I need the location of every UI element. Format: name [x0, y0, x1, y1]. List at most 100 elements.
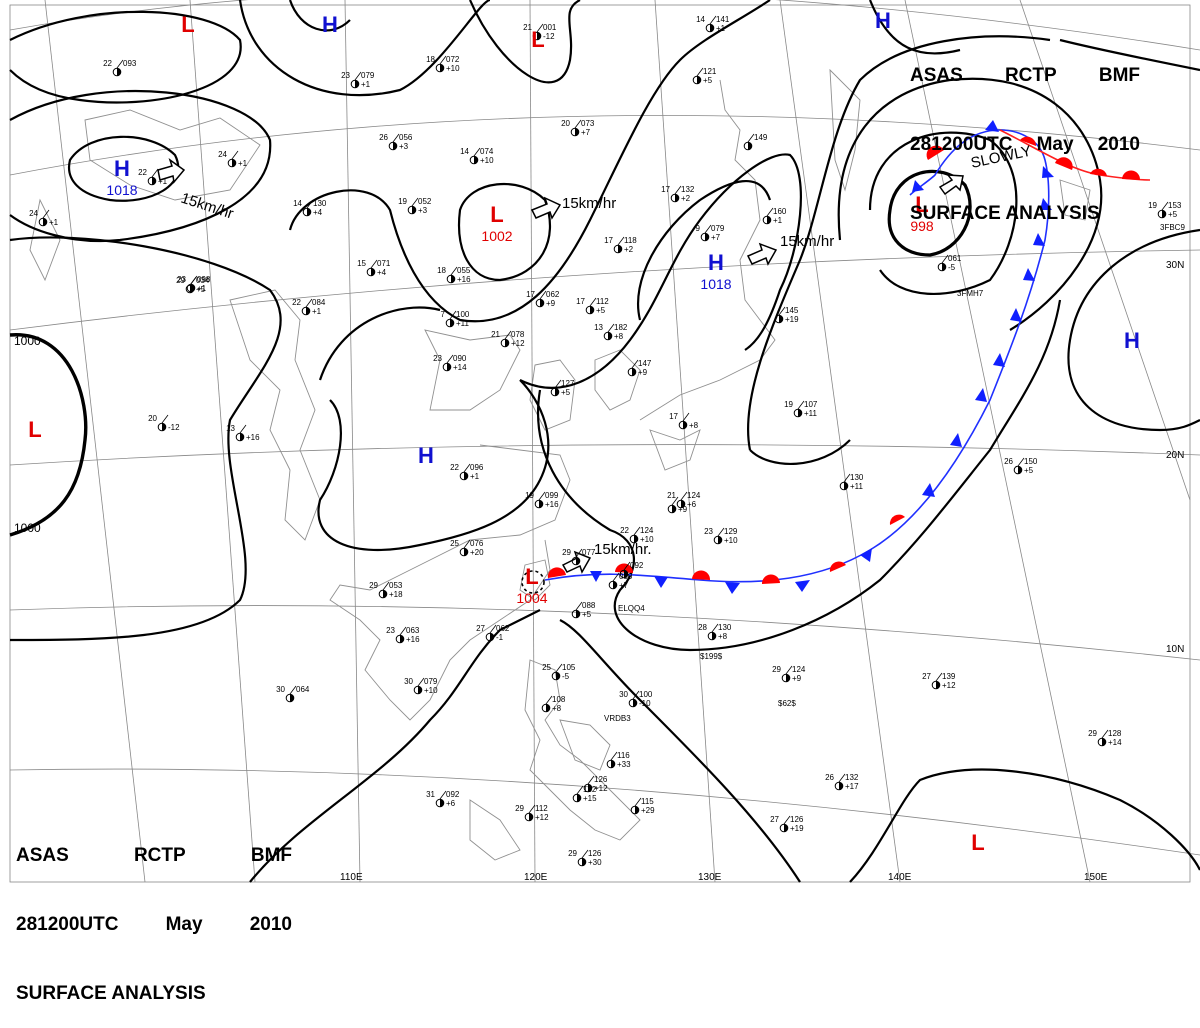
pressure-center-symbol: L: [28, 417, 41, 442]
wind-barb: [528, 804, 536, 814]
station-pressure: 112: [535, 804, 548, 813]
station-temperature: 18: [426, 55, 435, 64]
wind-barb: [575, 601, 583, 611]
wind-barb: [536, 23, 544, 33]
station-plot: 19 107+11: [784, 400, 818, 418]
cloud-cover-mark: [779, 315, 783, 323]
station-tendency: +7: [619, 581, 629, 590]
station-tendency: +8: [689, 421, 699, 430]
cloud-cover-mark: [306, 307, 310, 315]
station-temperature: 29: [1088, 729, 1097, 738]
station-tendency: +2: [681, 194, 691, 203]
motion-label: 15km/hr.: [594, 541, 652, 558]
header-title: SURFACE ANALYSIS: [910, 203, 1100, 224]
station-pressure: 001: [543, 23, 557, 32]
longitude-label: 140E: [888, 872, 912, 883]
station-plot: 29 126+30: [568, 849, 602, 867]
station-tendency: +18: [389, 590, 403, 599]
station-tendency: +5: [196, 285, 206, 294]
cloud-cover-mark: [582, 858, 586, 866]
station-plot: 14 074+10: [460, 147, 494, 165]
station-temperature: 14: [293, 199, 302, 208]
station-pressure: 096: [470, 463, 484, 472]
pressure-center-symbol: L: [915, 192, 928, 217]
station-pressure: 150: [1024, 457, 1038, 466]
station-temperature: 24: [218, 150, 227, 159]
cloud-cover-mark: [537, 32, 541, 40]
station-pressure: 116: [617, 751, 630, 760]
station-pressure: 073: [581, 119, 595, 128]
wind-barb: [1017, 457, 1025, 467]
pressure-center-symbol: L: [181, 12, 194, 37]
header-line-1: ASAS RCTP BMF: [910, 64, 1140, 87]
station-temperature: 9: [696, 224, 701, 233]
station-plot: 23 063+16: [386, 626, 420, 644]
station-plot: 121+5: [692, 67, 717, 85]
cloud-cover-mark: [613, 581, 617, 589]
cloud-cover-mark: [672, 505, 676, 513]
cloud-cover-mark: [839, 782, 843, 790]
station-plot: 20 -12: [148, 414, 180, 432]
pressure-center-symbol: L: [490, 202, 503, 227]
station-tendency: +9: [678, 505, 688, 514]
station-plot: 21 078+12: [491, 330, 525, 348]
station-tendency: -1: [496, 633, 504, 642]
station-pressure: 088: [582, 601, 596, 610]
station-tendency: +8: [614, 332, 624, 341]
header-center: RCTP: [1004, 65, 1057, 86]
station-tendency: +5: [582, 610, 592, 619]
station-plot: 27 062-1: [476, 624, 510, 642]
station-temperature: 23: [704, 527, 713, 536]
header-code: BMF: [250, 845, 292, 866]
coastlines: [29, 68, 1091, 861]
station-pressure: 124: [792, 665, 806, 674]
cloud-cover-mark: [546, 704, 550, 712]
motion-arrow: [157, 158, 186, 184]
cloud-cover-mark: [576, 557, 580, 565]
station-plot: 17 112+5: [576, 297, 609, 315]
cloud-cover-mark: [942, 263, 946, 271]
station-plot: 29 034+5: [176, 276, 210, 294]
pressure-center-symbol: H: [114, 156, 130, 181]
cloud-cover-mark: [712, 632, 716, 640]
station-temperature: 13: [226, 424, 235, 433]
cloud-cover-mark: [786, 674, 790, 682]
station-pressure: 092: [630, 561, 644, 570]
station-tendency: +12: [535, 813, 549, 822]
station-tendency: +1: [470, 472, 480, 481]
cloud-cover-mark: [1162, 210, 1166, 218]
wind-barb: [151, 168, 159, 178]
cloud-cover-mark: [1102, 738, 1106, 746]
station-temperature: 14: [696, 15, 705, 24]
station-tendency: +9: [638, 368, 648, 377]
station-plot: 147+9: [627, 359, 652, 377]
station-temperature: 22: [138, 168, 147, 177]
station-temperature: 17: [576, 297, 585, 306]
station-temperature: 7: [441, 310, 446, 319]
wind-barb: [463, 539, 471, 549]
station-tendency: +5: [596, 306, 606, 315]
wind-barb: [116, 59, 124, 69]
cloud-cover-mark: [634, 535, 638, 543]
pressure-center-symbol: L: [531, 27, 544, 52]
cloud-cover-mark: [710, 24, 714, 32]
pressure-center-value: 1002: [481, 228, 512, 244]
motion-label: 15km/hr: [780, 233, 834, 250]
station-tendency: +12: [594, 784, 608, 793]
cloud-cover-mark: [539, 500, 543, 508]
station-pressure: 126: [790, 815, 804, 824]
station-tendency: -10: [639, 699, 651, 708]
station-plot: 25 076+20: [450, 539, 484, 557]
station-tendency: +11: [804, 409, 818, 418]
cloud-cover-mark: [588, 784, 592, 792]
isobar-label: 1000: [14, 334, 41, 348]
station-plot: 27 126+19: [770, 815, 804, 833]
wind-barb: [747, 133, 755, 143]
pressure-center-symbol: L: [525, 564, 538, 589]
cloud-cover-mark: [705, 233, 709, 241]
station-plot: 19 052+3: [398, 197, 432, 215]
motion-arrow: [938, 174, 964, 196]
header-title: SURFACE ANALYSIS: [16, 983, 206, 1004]
